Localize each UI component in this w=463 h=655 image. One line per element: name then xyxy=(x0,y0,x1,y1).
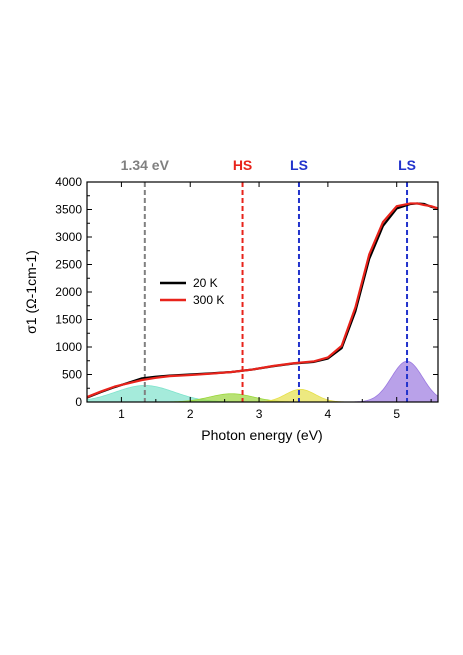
series-lines xyxy=(86,202,439,399)
x-tick-label-1: 1 xyxy=(118,407,125,421)
annotation-labels: 1.34 eV HS LS LS xyxy=(121,157,416,173)
x-tick-label-5: 5 xyxy=(393,407,400,421)
y-tick-label-3: 1000 xyxy=(55,340,82,354)
annotation-label-4: LS xyxy=(398,157,416,173)
y-tick-label-2: 500 xyxy=(62,368,82,382)
y-tick-label-9: 4000 xyxy=(55,175,82,189)
annotation-label-3: LS xyxy=(290,157,308,173)
y-tick-label-6: 2500 xyxy=(55,258,82,272)
legend-label-300k: 300 K xyxy=(193,293,224,307)
x-tick-label-3: 3 xyxy=(256,407,263,421)
y-tick-label-1: 0 xyxy=(75,395,82,409)
legend-label-20k: 20 K xyxy=(193,276,218,290)
y-axis-title: σ1 (Ω-1cm-1) xyxy=(23,250,39,334)
y-tick-label-8: 3500 xyxy=(55,203,82,217)
series-line-2 xyxy=(86,202,439,399)
x-tick-label-2: 2 xyxy=(187,407,194,421)
y-tick-label-4: 1500 xyxy=(55,313,82,327)
legend: 20 K 300 K xyxy=(160,276,224,307)
annotation-lines xyxy=(143,182,409,402)
x-axis-title: Photon energy (eV) xyxy=(201,427,322,443)
y-tick-label-5: 2000 xyxy=(55,285,82,299)
x-tick-label-4: 4 xyxy=(325,407,332,421)
axes: 1 2 3 4 5 0 500 1000 1500 2000 2500 3000 3500 4000 xyxy=(55,175,438,421)
y-tick-label-7: 3000 xyxy=(55,230,82,244)
annotation-label-2: HS xyxy=(233,157,252,173)
annotation-label-1: 1.34 eV xyxy=(121,157,170,173)
